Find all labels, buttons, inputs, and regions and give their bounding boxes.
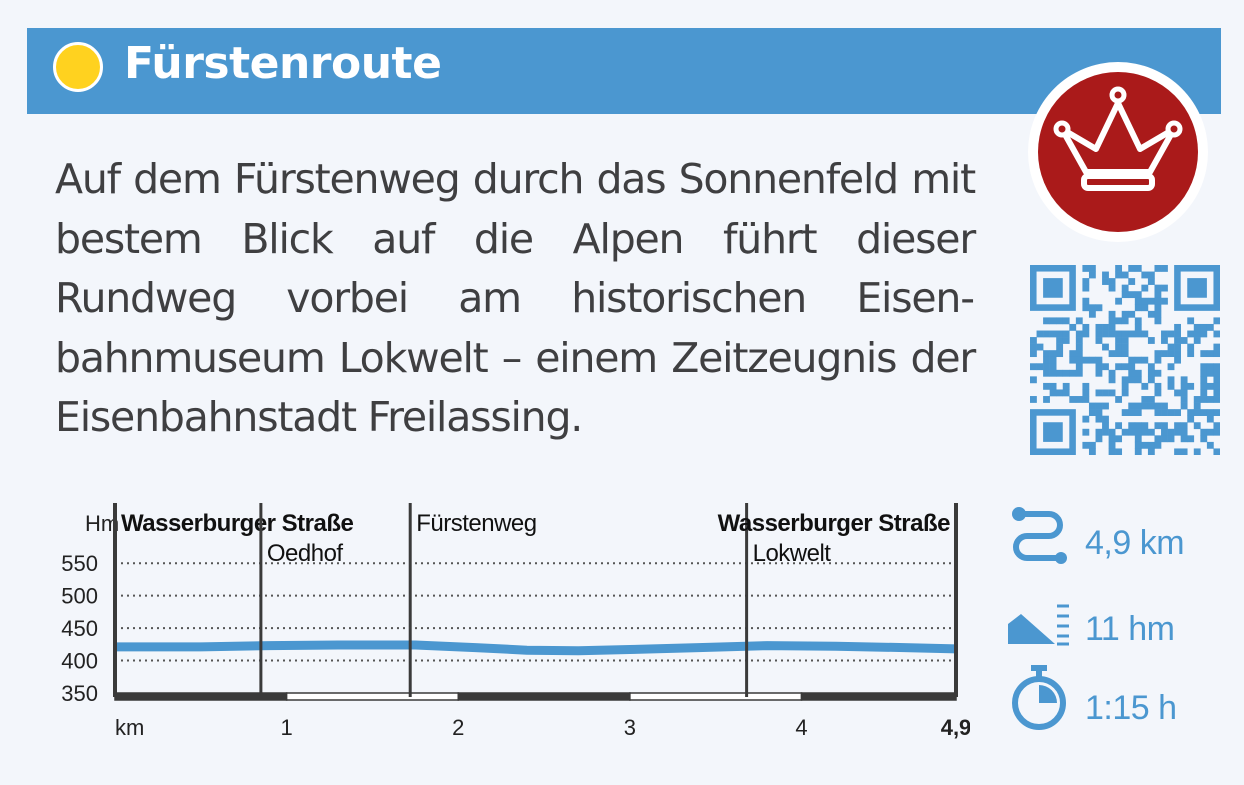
x-axis-label: km [115,715,144,740]
x-tick-label: 4 [795,715,807,740]
header-bar [27,28,1221,114]
x-tick-label: 1 [281,715,293,740]
x-tick-label: 2 [452,715,464,740]
elevation-line [115,640,957,656]
scale-segment [457,692,631,701]
waypoint-label: Wasserburger Straße [121,510,354,537]
stopwatch-icon [1012,665,1066,730]
route-icon [1012,507,1067,564]
duration-value: 1:15 h [1085,689,1177,727]
y-tick-label: 450 [61,616,98,641]
y-tick-label: 400 [61,649,98,674]
stat-distance: 4,9 km [1005,500,1235,564]
x-tick-label: 4,9 [941,715,970,740]
stat-elevation: 11 hm [1005,594,1235,654]
scale-segment [800,692,957,701]
waypoint-label: Oedhof [267,540,344,567]
y-tick-label: 500 [61,584,98,609]
route-title: Fürstenroute [124,38,442,89]
waypoint-label: Wasserburger Straße [718,510,951,537]
crown-badge [1028,62,1208,242]
sun-icon [53,42,103,92]
scale-segment [629,692,803,701]
y-tick-label: 550 [61,551,98,576]
y-tick-label: 350 [61,681,98,706]
route-description: Auf dem Fürstenweg durch das Sonnenfeld … [55,155,976,441]
elevation-value: 11 hm [1085,610,1175,648]
elevation-icon [1008,604,1069,646]
scale-segment [285,692,460,701]
x-tick-label: 3 [624,715,636,740]
waypoint-label: Fürstenweg [416,510,536,537]
stat-duration: 1:15 h [1005,665,1235,730]
crown-icon [1038,72,1198,232]
qr-code-icon[interactable] [1030,265,1220,455]
distance-value: 4,9 km [1085,524,1185,562]
waypoint-label: Lokwelt [753,540,832,567]
